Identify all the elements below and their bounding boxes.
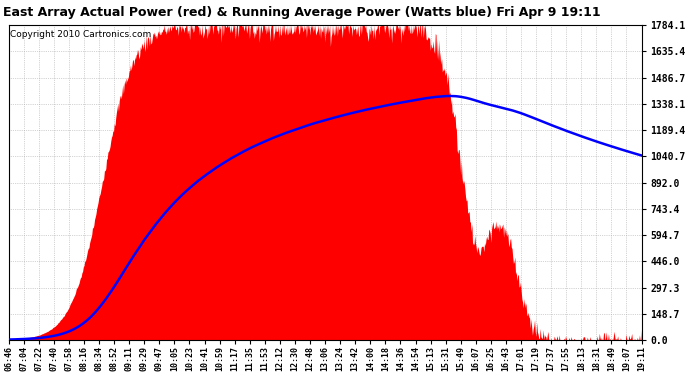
Text: East Array Actual Power (red) & Running Average Power (Watts blue) Fri Apr 9 19:: East Array Actual Power (red) & Running …	[3, 6, 601, 19]
Text: Copyright 2010 Cartronics.com: Copyright 2010 Cartronics.com	[10, 30, 151, 39]
